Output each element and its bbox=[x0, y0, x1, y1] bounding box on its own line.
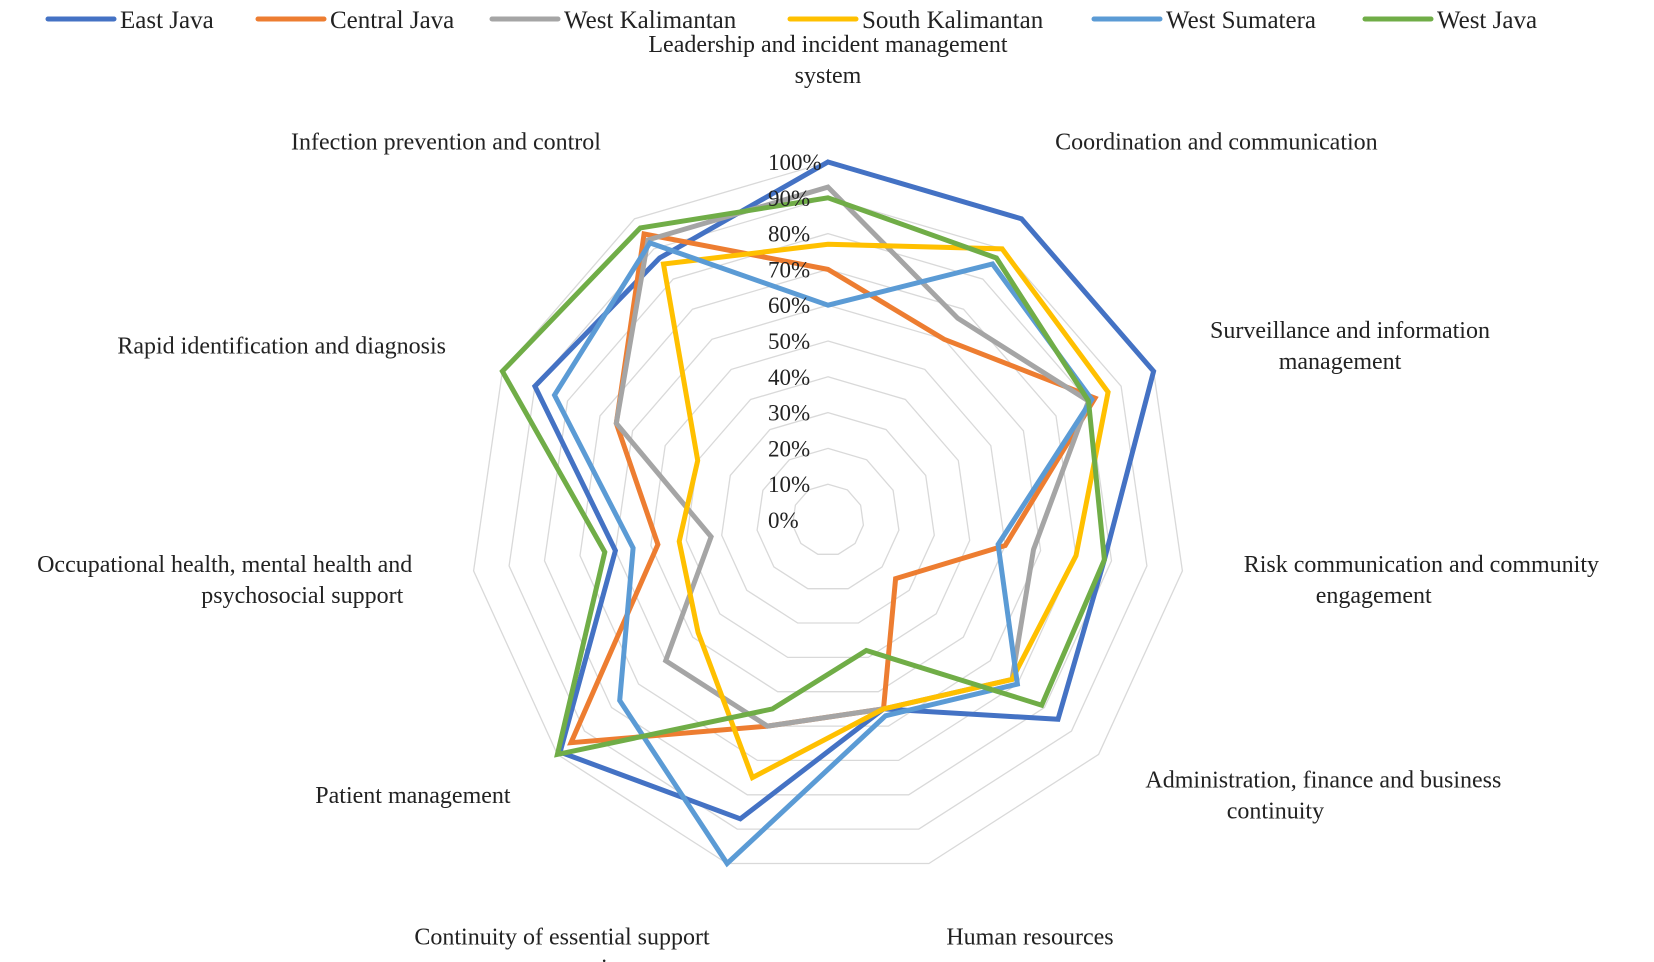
legend-label: South Kalimantan bbox=[862, 7, 1044, 34]
category-label: Patient management bbox=[315, 783, 511, 809]
legend-item-east-java: East Java bbox=[45, 7, 214, 34]
legend-label: Central Java bbox=[330, 7, 454, 34]
legend-label: West Kalimantan bbox=[564, 7, 737, 34]
grid-ring bbox=[543, 232, 1113, 796]
grid-ring bbox=[685, 376, 971, 659]
grid-ring bbox=[650, 340, 1006, 693]
tick-label: 10% bbox=[768, 472, 810, 497]
radial-tick-labels: 0% 10% 20% 30% 40% 50% 60% 70% 80% 90% 100% bbox=[768, 150, 822, 533]
category-label: Surveillance and information management bbox=[1210, 318, 1490, 375]
tick-label: 90% bbox=[768, 186, 810, 211]
legend-label: East Java bbox=[120, 7, 214, 34]
tick-label: 30% bbox=[768, 401, 810, 426]
tick-label: 60% bbox=[768, 293, 810, 318]
category-label: Risk communication and community engageme… bbox=[1244, 552, 1599, 609]
legend-label: West Java bbox=[1437, 7, 1537, 34]
legend-item-west-sumatera: West Sumatera bbox=[1091, 7, 1316, 34]
category-label: Rapid identification and diagnosis bbox=[117, 333, 446, 359]
tick-label: 70% bbox=[768, 257, 810, 282]
legend-item-west-java: West Java bbox=[1362, 7, 1537, 34]
category-label: Continuity of essential supportservices bbox=[414, 925, 710, 962]
tick-label: 100% bbox=[768, 150, 822, 175]
series-lines bbox=[499, 159, 1157, 868]
category-labels: Leadership and incident management system… bbox=[37, 32, 1599, 962]
category-label: Infection prevention and control bbox=[291, 130, 601, 156]
tick-label: 80% bbox=[768, 222, 810, 247]
legend-item-south-kalimantan: South Kalimantan bbox=[787, 7, 1044, 34]
grid-ring bbox=[579, 268, 1077, 762]
legend: East Java Central Java West Kalimantan Sout… bbox=[45, 7, 1537, 34]
category-label: Human resources bbox=[946, 925, 1113, 951]
tick-label: 0% bbox=[768, 508, 799, 533]
series-line-east-java bbox=[531, 159, 1157, 822]
grid-ring bbox=[756, 447, 900, 590]
category-label: Leadership and incident management system bbox=[648, 32, 1008, 89]
tick-label: 20% bbox=[768, 436, 810, 461]
legend-item-central-java: Central Java bbox=[255, 7, 454, 34]
series-line-west-java bbox=[499, 195, 1107, 758]
tick-label: 40% bbox=[768, 365, 810, 390]
series-line-west-kalimantan bbox=[613, 184, 1092, 729]
grid-ring bbox=[614, 304, 1042, 727]
category-label: Occupational health, mental health and ps… bbox=[37, 552, 412, 609]
category-label: Administration, finance and business cont… bbox=[1145, 767, 1501, 824]
legend-label: West Sumatera bbox=[1166, 7, 1316, 34]
legend-item-west-kalimantan: West Kalimantan bbox=[489, 7, 737, 34]
category-label: Coordination and communication bbox=[1055, 130, 1378, 156]
tick-label: 50% bbox=[768, 329, 810, 354]
grid-ring bbox=[721, 411, 935, 624]
grid-ring bbox=[791, 483, 865, 555]
series-line-south-kalimantan bbox=[660, 241, 1111, 782]
grid-ring bbox=[508, 197, 1148, 830]
